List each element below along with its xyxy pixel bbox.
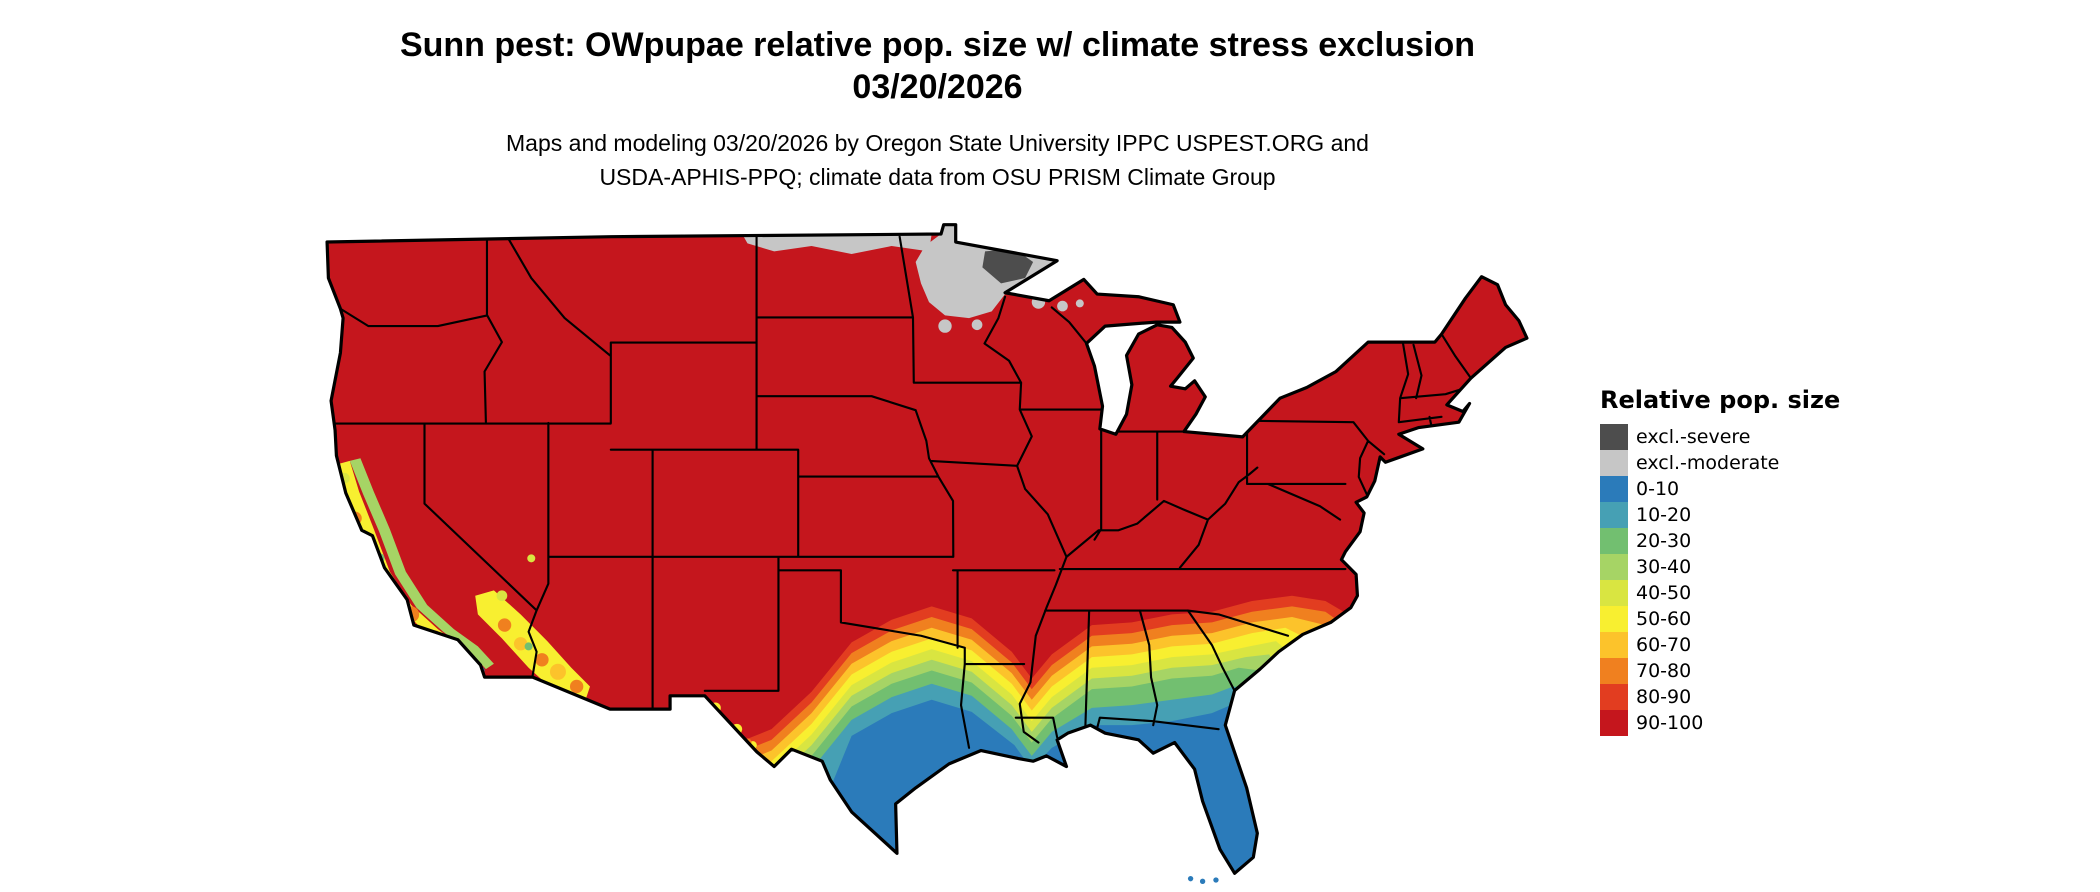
legend-row: excl.-severe: [1600, 424, 1860, 450]
state-borders: [334, 235, 1472, 749]
legend-swatch: [1600, 658, 1628, 684]
legend-label: 20-30: [1636, 530, 1692, 552]
legend-row: 60-70: [1600, 632, 1860, 658]
us-map: [325, 223, 1529, 884]
legend-row: 90-100: [1600, 710, 1860, 736]
legend-label: excl.-moderate: [1636, 452, 1780, 474]
legend-title: Relative pop. size: [1600, 386, 1841, 414]
legend-label: 30-40: [1636, 556, 1692, 578]
legend-label: excl.-severe: [1636, 426, 1751, 448]
legend-row: 80-90: [1600, 684, 1860, 710]
legend-label: 0-10: [1636, 478, 1680, 500]
region-excl-moderate: [742, 226, 1084, 333]
legend-swatch: [1600, 528, 1628, 554]
legend-swatch: [1600, 606, 1628, 632]
legend-label: 40-50: [1636, 582, 1692, 604]
legend-swatch: [1600, 580, 1628, 606]
legend-row: 20-30: [1600, 528, 1860, 554]
legend-label: 90-100: [1636, 712, 1704, 734]
legend-swatch: [1600, 424, 1628, 450]
region-excl-severe: [982, 248, 1034, 284]
legend-label: 80-90: [1636, 686, 1692, 708]
legend-label: 50-60: [1636, 608, 1692, 630]
map-title-line2: 03/20/2026: [852, 68, 1023, 106]
legend-row: excl.-moderate: [1600, 450, 1860, 476]
florida-keys: [1187, 875, 1219, 884]
legend-row: 0-10: [1600, 476, 1860, 502]
legend-rows: excl.-severe excl.-moderate 0-10 10-20 20-30…: [1600, 424, 1860, 736]
map-subtitle: Maps and modeling 03/20/2026 by Oregon S…: [0, 126, 1875, 194]
us-map-container: [315, 222, 1535, 892]
legend-swatch: [1600, 476, 1628, 502]
map-title-line1: Sunn pest: OWpupae relative pop. size w/…: [399, 26, 1476, 64]
legend-label: 60-70: [1636, 634, 1692, 656]
legend-row: 40-50: [1600, 580, 1860, 606]
legend-label: 70-80: [1636, 660, 1692, 682]
region-yellowgreen-30-40-west: [349, 458, 494, 670]
legend-row: 10-20: [1600, 502, 1860, 528]
legend-row: 70-80: [1600, 658, 1860, 684]
legend-swatch: [1600, 632, 1628, 658]
legend-swatch: [1600, 684, 1628, 710]
legend-row: 50-60: [1600, 606, 1860, 632]
legend-swatch: [1600, 554, 1628, 580]
map-legend: Relative pop. size excl.-severe excl.-mod…: [1600, 386, 1860, 736]
map-subtitle-line1: Maps and modeling 03/20/2026 by Oregon S…: [506, 130, 1369, 156]
legend-row: 30-40: [1600, 554, 1860, 580]
legend-swatch: [1600, 502, 1628, 528]
legend-swatch: [1600, 450, 1628, 476]
map-header: Sunn pest: OWpupae relative pop. size w/…: [0, 24, 1875, 194]
legend-swatch: [1600, 710, 1628, 736]
legend-label: 10-20: [1636, 504, 1692, 526]
map-subtitle-line2: USDA-APHIS-PPQ; climate data from OSU PR…: [599, 164, 1276, 190]
